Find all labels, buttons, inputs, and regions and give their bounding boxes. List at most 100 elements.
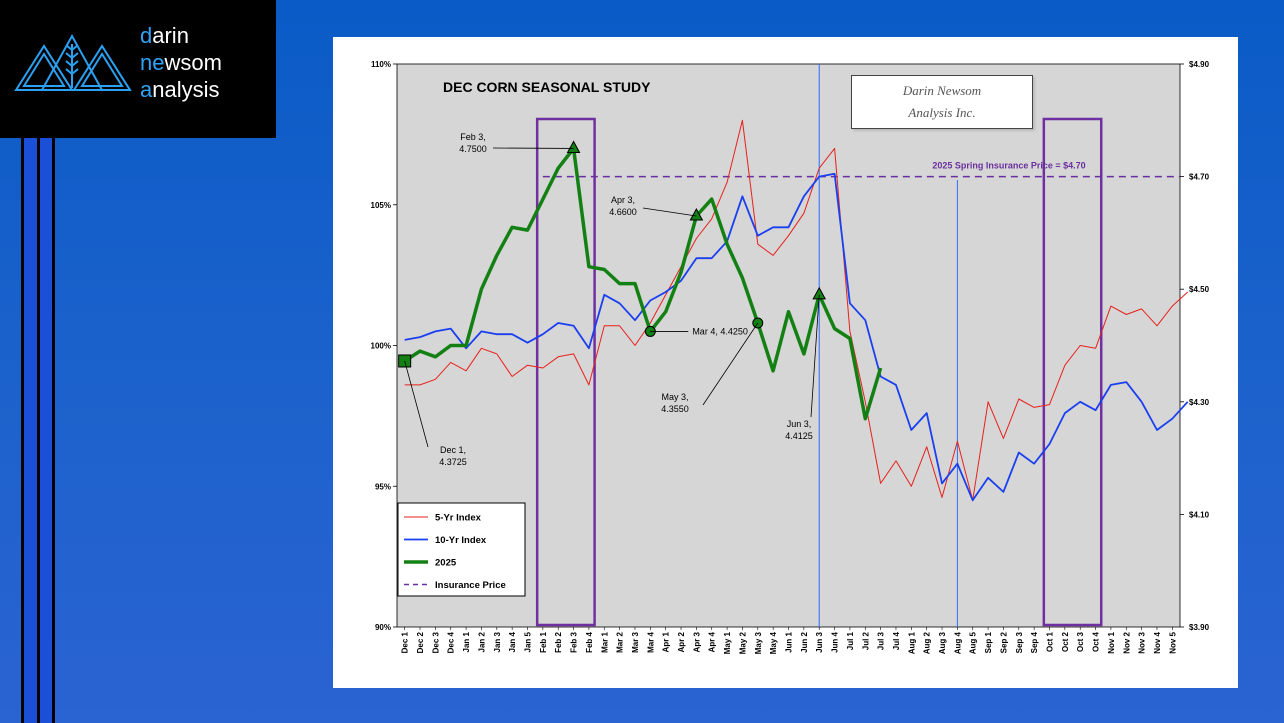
- legend-label: 2025: [435, 558, 457, 569]
- x-tick-label: Sep 3: [1015, 631, 1024, 653]
- annotation-value: 4.3725: [439, 457, 467, 467]
- x-tick-label: Feb 1: [539, 631, 548, 652]
- left-tick-label: 110%: [371, 60, 391, 69]
- logo: darin newsom analysis: [0, 0, 276, 138]
- x-tick-label: Mar 1: [600, 631, 609, 652]
- x-tick-label: Jan 3: [493, 631, 502, 652]
- chart-card: 90% 95% 100% 105% 110% $3.90 $4.10 $4.30 $4.50 $4…: [333, 37, 1238, 688]
- mountain-wheat-logo-icon: [14, 33, 132, 91]
- x-tick-label: May 4: [769, 631, 778, 654]
- chart-title: DEC CORN SEASONAL STUDY: [443, 79, 651, 95]
- x-tick-label: Jul 2: [861, 631, 870, 650]
- x-tick-label: Nov 2: [1122, 631, 1131, 653]
- legend-box: [397, 502, 526, 597]
- x-tick-label: Mar 3: [631, 631, 640, 652]
- decor-bar: [52, 138, 55, 723]
- annotation-value: 4.4125: [785, 431, 813, 441]
- brand-stamp: Darin Newsom Analysis Inc.: [851, 75, 1033, 129]
- x-tick-label: Jul 3: [877, 631, 886, 650]
- series-2025-line: [403, 146, 883, 421]
- x-tick-label: Jun 1: [785, 631, 794, 652]
- x-tick-label: Apr 2: [677, 631, 686, 652]
- x-tick-label: Sep 1: [984, 631, 993, 653]
- annotation-leader: [810, 294, 820, 418]
- x-tick-label: Apr 3: [692, 631, 701, 652]
- right-tick-label: $4.90: [1189, 60, 1210, 69]
- x-tick-label: Jun 2: [800, 631, 809, 652]
- x-tick-label: Feb 2: [554, 631, 563, 652]
- x-tick-label: Mar 4: [646, 631, 655, 652]
- x-tick-label: Aug 2: [923, 631, 932, 654]
- right-tick-label: $4.70: [1189, 173, 1210, 182]
- seasonal-chart: 90% 95% 100% 105% 110% $3.90 $4.10 $4.30 $4.50 $4…: [371, 60, 1210, 654]
- x-tick-label: Jul 4: [892, 631, 901, 650]
- x-tick-label: Aug 5: [969, 631, 978, 654]
- x-tick-label: Nov 3: [1138, 631, 1147, 653]
- decor-bar: [24, 138, 37, 723]
- stamp-line-2: Analysis Inc.: [908, 105, 976, 120]
- annotation-label: Apr 3,: [611, 195, 635, 205]
- x-tick-label: Aug 3: [938, 631, 947, 654]
- legend-label: 10-Yr Index: [435, 535, 487, 546]
- x-tick-label: Oct 2: [1061, 631, 1070, 652]
- x-tick-label: Dec 2: [416, 631, 425, 653]
- x-tick-label: Dec 3: [431, 631, 440, 653]
- annotation-label: Mar 4, 4.4250: [692, 326, 748, 336]
- marker-square: [398, 354, 412, 368]
- x-tick-label: Nov 1: [1107, 631, 1116, 653]
- decor-bar: [37, 138, 40, 723]
- right-tick-label: $4.30: [1189, 398, 1210, 407]
- logo-line-1: darin: [140, 23, 189, 48]
- x-tick-label: Feb 3: [570, 631, 579, 652]
- x-tick-label: Jun 4: [831, 631, 840, 652]
- x-tick-label: Jan 5: [524, 631, 533, 652]
- right-tick-label: $4.50: [1189, 285, 1210, 294]
- annotation-leader: [642, 207, 697, 217]
- highlight-window: [535, 117, 596, 627]
- logo-wordmark: darin newsom analysis: [140, 22, 222, 103]
- left-tick-label: 105%: [371, 201, 391, 210]
- x-tick-label: Jan 2: [477, 631, 486, 652]
- x-tick-label: May 1: [723, 631, 732, 654]
- x-tick-label: Oct 1: [1046, 631, 1055, 652]
- x-tick-label: Apr 4: [708, 631, 717, 652]
- left-tick-label: 100%: [371, 342, 391, 351]
- x-tick-label: Aug 4: [953, 631, 962, 654]
- x-tick-label: Apr 1: [662, 631, 671, 652]
- x-tick-label: Mar 2: [616, 631, 625, 652]
- x-tick-label: Nov 5: [1168, 631, 1177, 653]
- x-tick-label: Jan 4: [508, 631, 517, 652]
- x-tick-label: May 3: [754, 631, 763, 654]
- right-tick-label: $3.90: [1189, 623, 1210, 632]
- annotation-label: Dec 1,: [440, 445, 466, 455]
- legend-label: Insurance Price: [435, 580, 506, 591]
- annotation-value: 4.7500: [459, 144, 487, 154]
- x-tick-label: Jul 1: [846, 631, 855, 650]
- left-tick-label: 95%: [375, 482, 391, 491]
- plot-area: [396, 63, 1181, 628]
- highlight-window: [1042, 117, 1103, 627]
- annotation-label: May 3,: [661, 392, 688, 402]
- x-tick-label: Sep 2: [999, 631, 1008, 653]
- x-tick-label: Aug 1: [907, 631, 916, 654]
- insurance-price-label: 2025 Spring Insurance Price = $4.70: [932, 161, 1085, 171]
- x-tick-label: Jun 3: [815, 631, 824, 652]
- decor-bar: [21, 138, 24, 723]
- decor-bar: [40, 138, 52, 723]
- series-10yr-line: [404, 172, 1189, 502]
- x-tick-label: Nov 4: [1153, 631, 1162, 653]
- x-tick-label: Jan 1: [462, 631, 471, 652]
- logo-line-2: newsom: [140, 50, 222, 75]
- annotation-leader: [702, 322, 759, 406]
- annotation-label: Jun 3,: [787, 419, 812, 429]
- annotation-label: Feb 3,: [460, 132, 486, 142]
- x-tick-label: Dec 1: [401, 631, 410, 653]
- marker-triangle: [566, 140, 581, 153]
- annotation-leader: [404, 360, 429, 448]
- annotation-value: 4.3550: [661, 404, 689, 414]
- x-tick-label: Sep 4: [1030, 631, 1039, 653]
- annotation-value: 4.6600: [609, 207, 637, 217]
- left-tick-label: 90%: [375, 623, 391, 632]
- legend-label: 5-Yr Index: [435, 513, 482, 524]
- series-5yr-line: [404, 119, 1189, 501]
